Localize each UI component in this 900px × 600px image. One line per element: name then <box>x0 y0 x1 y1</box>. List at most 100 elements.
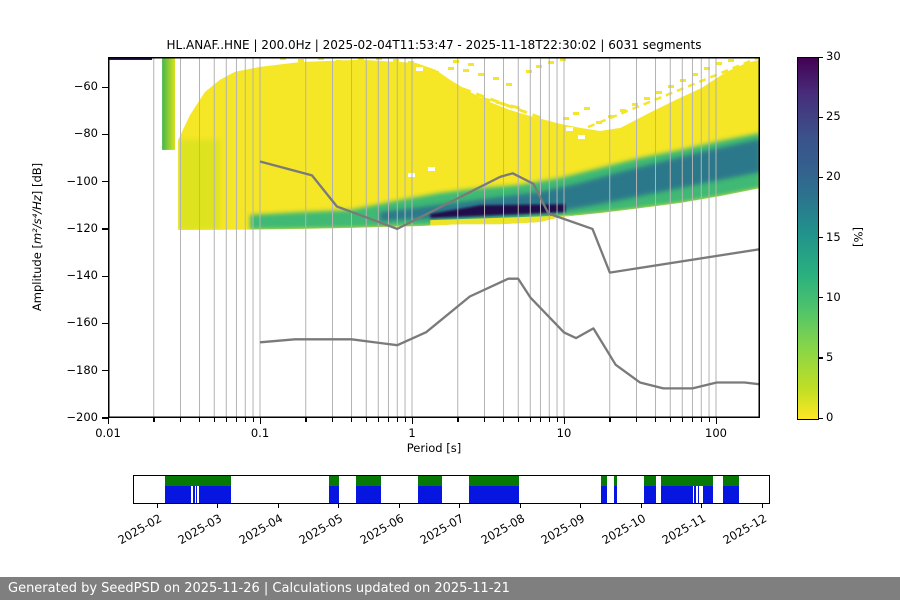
timeline-month-tick <box>640 503 642 508</box>
y-axis-label-prefix: Amplitude [ <box>30 244 44 312</box>
timeline-psd-coverage <box>164 476 232 487</box>
timeline-data-segment <box>417 476 444 503</box>
x-minor-tick-mark <box>691 418 694 422</box>
timeline-month-tick <box>761 503 763 508</box>
colorbar-unit-label: [%] <box>851 227 865 247</box>
y-tick-mark <box>102 228 108 230</box>
x-minor-tick-mark <box>503 418 505 422</box>
timeline-month-label: 2025-04 <box>236 511 286 548</box>
x-tick-mark <box>259 418 261 424</box>
x-minor-tick-mark <box>517 418 520 422</box>
timeline-month-label: 2025-11 <box>659 511 709 548</box>
colorbar-tick-label: 25 <box>826 109 841 124</box>
timeline-waveform-coverage <box>723 486 739 503</box>
timeline-data-segment <box>469 476 519 503</box>
x-minor-tick-mark <box>153 418 155 422</box>
y-tick-mark <box>102 86 108 88</box>
timeline-month-tick <box>519 503 521 508</box>
colorbar-tick-mark <box>819 357 823 359</box>
x-minor-tick-mark <box>484 418 486 422</box>
x-minor-tick-mark <box>539 418 542 422</box>
timeline-month-tick <box>398 503 400 508</box>
x-minor-tick-mark <box>387 418 390 422</box>
x-minor-tick-mark <box>365 418 368 422</box>
y-tick-label: −100 <box>66 173 98 188</box>
x-minor-tick-mark <box>199 418 201 422</box>
timeline-month-tick <box>338 503 340 508</box>
psd-heatmap-plot <box>108 57 760 418</box>
y-tick-label: −140 <box>66 268 98 283</box>
timeline-data-segment <box>329 476 339 503</box>
timeline-gap-slit <box>695 486 698 503</box>
timeline-psd-coverage <box>723 476 739 487</box>
colorbar-tick-label: 15 <box>826 229 841 244</box>
x-minor-tick-mark <box>708 418 710 422</box>
x-minor-tick-mark <box>252 418 254 422</box>
x-minor-tick-mark <box>669 418 672 422</box>
timeline-waveform-coverage <box>329 486 339 503</box>
x-minor-tick-mark <box>305 418 307 422</box>
y-tick-label: −120 <box>66 220 98 235</box>
density-dark-core <box>430 204 566 218</box>
timeline-data-segment <box>600 476 607 503</box>
timeline-waveform-coverage <box>660 486 713 503</box>
y-tick-mark <box>102 417 108 419</box>
x-minor-tick-mark <box>457 418 459 422</box>
timeline-data-segment <box>355 476 381 503</box>
x-minor-tick-mark <box>225 418 228 422</box>
x-axis-label: Period [s] <box>406 441 462 455</box>
footer-bar: Generated by SeedPSD on 2025-11-26 | Cal… <box>0 577 900 600</box>
x-tick-label: 0.1 <box>250 426 270 440</box>
x-minor-tick-mark <box>655 418 657 422</box>
x-minor-tick-mark <box>556 418 558 422</box>
colorbar-tick-label: 5 <box>826 349 834 364</box>
timeline-waveform-coverage <box>600 486 607 503</box>
availability-timeline-bar <box>133 475 770 504</box>
timeline-gap-slit <box>698 486 701 503</box>
y-axis-label: Amplitude [m²/s⁴/Hz] [dB] <box>30 163 44 311</box>
gridlines <box>153 57 717 418</box>
plot-title: HL.ANAF..HNE | 200.0Hz | 2025-02-04T11:5… <box>166 38 702 52</box>
timeline-month-tick <box>217 503 219 508</box>
timeline-month-label: 2025-09 <box>538 511 588 548</box>
timeline-waveform-coverage <box>643 486 656 503</box>
timeline-psd-coverage <box>660 476 713 487</box>
noise-model-curves <box>259 160 760 390</box>
timeline-psd-coverage <box>643 476 656 487</box>
density-green-band <box>250 132 760 230</box>
x-minor-tick-mark <box>529 418 532 422</box>
timeline-month-label: 2025-08 <box>478 511 528 548</box>
timeline-psd-coverage <box>600 476 607 487</box>
colorbar-tick-mark <box>819 417 823 419</box>
timeline-psd-coverage <box>613 476 617 487</box>
timeline-gap-slit <box>441 476 444 503</box>
y-tick-label: −80 <box>73 126 98 141</box>
timeline-waveform-coverage <box>417 486 444 503</box>
colorbar-tick-label: 20 <box>826 169 841 184</box>
timeline-psd-coverage <box>355 476 381 487</box>
y-tick-label: −60 <box>73 79 98 94</box>
x-tick-mark <box>715 418 717 424</box>
density-left-tinge <box>178 139 220 230</box>
y-tick-label: −160 <box>66 315 98 330</box>
y-tick-mark <box>102 181 108 183</box>
colorbar-gradient <box>797 57 819 420</box>
timeline-month-label: 2025-05 <box>296 511 346 548</box>
timeline-data-segment <box>643 476 656 503</box>
timeline-waveform-coverage <box>469 486 519 503</box>
colorbar-tick-mark <box>819 176 823 179</box>
nlnm-curve <box>259 277 760 390</box>
x-tick-label: 0.01 <box>95 426 121 440</box>
footer-text: Generated by SeedPSD on 2025-11-26 | Cal… <box>8 581 510 596</box>
timeline-month-label: 2025-03 <box>175 511 225 548</box>
timeline-month-tick <box>580 503 582 508</box>
timeline-data-segment <box>660 476 713 503</box>
timeline-month-label: 2025-12 <box>720 511 770 548</box>
x-minor-tick-mark <box>548 418 551 422</box>
y-tick-mark <box>102 275 108 277</box>
y-tick-label: −200 <box>66 409 98 424</box>
colorbar-tick-mark <box>819 56 823 58</box>
y-tick-mark <box>102 370 108 372</box>
colorbar-tick-label: 10 <box>826 289 841 304</box>
